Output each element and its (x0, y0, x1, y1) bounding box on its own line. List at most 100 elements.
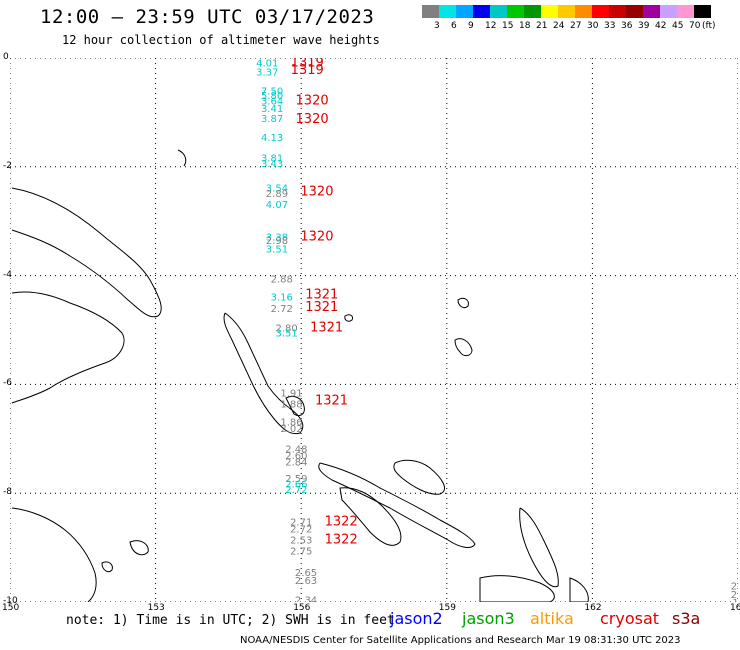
swh-value: 3.64 (261, 96, 283, 107)
map-area: 4.013.37 7.505.803.643.413.87 4.13 3.813.43… (10, 58, 738, 602)
swh-value: 2.72 (290, 525, 312, 536)
swh-value: 2.60 (285, 451, 307, 462)
coastline-malaita (519, 507, 559, 588)
legend-label: 18 (519, 21, 531, 31)
swh-value: 3.43 (261, 159, 283, 170)
swh-value: 3.37 (256, 68, 278, 79)
footer-note: note: 1) Time is in UTC; 2) SWH is in fe… (66, 613, 395, 628)
legend-label: 36 (621, 21, 633, 31)
swh-value: 4.07 (266, 200, 288, 211)
legend-label: 9 (468, 21, 474, 31)
swh-value: 3.38 (266, 232, 288, 243)
swh-value: 2.72 (271, 304, 293, 315)
legend-swatch (524, 5, 541, 18)
coastline-islet-a (457, 297, 469, 309)
coastline-islet-b (454, 338, 473, 357)
swh-value: 2.53 (290, 535, 312, 546)
footer-credit: NOAA/NESDIS Center for Satellite Applica… (240, 635, 681, 646)
swh-value: 3.41 (261, 104, 283, 115)
legend-label: 30 (587, 21, 599, 31)
pass-number: 1320 (300, 184, 333, 199)
x-tick-label: 153 (147, 603, 165, 613)
swh-value: 1.86 (280, 417, 302, 428)
legend-swatch (558, 5, 575, 18)
swh-value: 1.88 (280, 399, 302, 410)
swh-value: 2.98 (266, 236, 288, 247)
coastline-new-britain (11, 291, 125, 404)
pass-number: 1319 (291, 63, 324, 78)
swh-value: 3.51 (266, 244, 288, 255)
pass-number: 1321 (315, 394, 348, 409)
swh-value: 7.50 (261, 87, 283, 98)
swh-value: 2.88 (271, 274, 293, 285)
coastline-new-guinea-tip (11, 507, 97, 602)
pass-number: 1320 (296, 112, 329, 127)
legend-swatch (507, 5, 524, 18)
y-tick-label: -6 (3, 378, 12, 389)
legend-swatch (473, 5, 490, 18)
coastline-makira (569, 577, 589, 602)
y-tick-label: -8 (3, 487, 12, 498)
observation-labels: 4.013.37 7.505.803.643.413.87 4.13 3.813.43… (256, 58, 738, 602)
legend-swatch (609, 5, 626, 18)
coastline-choiseul (318, 462, 476, 548)
pass-number: 1322 (325, 532, 358, 547)
legend-label: 15 (502, 21, 514, 31)
legend-label: 6 (451, 21, 457, 31)
swh-value: 2.84 (285, 458, 307, 469)
satellite-jason2: jason2 (390, 609, 443, 628)
legend-swatch (456, 5, 473, 18)
legend-label: 3 (434, 21, 440, 31)
swh-value-edge: 2. (731, 582, 738, 593)
swh-value: 3.54 (266, 183, 288, 194)
satellite-s3a: s3a (672, 609, 701, 628)
swh-value: 2.59 (285, 474, 307, 485)
coastline (11, 149, 589, 602)
y-tick-label: 0 (3, 52, 9, 62)
swh-value: 2.63 (295, 576, 317, 587)
legend-label: 42 (655, 21, 667, 31)
x-tick-label: 165 (730, 603, 740, 613)
legend-label: 39 (638, 21, 650, 31)
legend-label: 33 (604, 21, 616, 31)
coastline-islet-e (129, 540, 149, 556)
legend-label: 45 (672, 21, 684, 31)
swh-value: 5.80 (261, 91, 283, 102)
coastline-new-georgia (339, 487, 402, 546)
coastline-guadalcanal (479, 575, 555, 602)
swh-value-edge: 2. (731, 590, 738, 601)
satellite-jason3: jason3 (462, 609, 515, 628)
legend-swatch (439, 5, 456, 18)
map-subtitle: 12 hour collection of altimeter wave hei… (62, 33, 380, 47)
swh-value: 2.02 (280, 424, 302, 435)
legend-label: 24 (553, 21, 565, 31)
swh-value: 3.16 (271, 292, 293, 303)
swh-value: 2.66 (285, 479, 307, 490)
map-title: 12:00 — 23:59 UTC 03/17/2023 (40, 6, 375, 28)
y-tick-label: -10 (3, 596, 18, 606)
pass-number: 1321 (310, 320, 343, 335)
coastline-buka (285, 395, 305, 417)
swh-value: 3.51 (276, 329, 298, 340)
legend-swatch (694, 5, 711, 18)
legend-label: 12 (485, 21, 497, 31)
swh-value: 2.75 (290, 546, 312, 557)
legend-swatch (677, 5, 694, 18)
swh-value: 2.80 (276, 323, 298, 334)
swh-value: 2.71 (290, 517, 312, 528)
swh-value: 1.91 (280, 389, 302, 400)
swh-value: 2.65 (295, 568, 317, 579)
pass-number: 1320 (296, 93, 329, 108)
legend-swatch (575, 5, 592, 18)
legend-label: 21 (536, 21, 548, 31)
swh-value: 4.01 (256, 58, 278, 69)
coastline-new-ireland (11, 187, 162, 318)
x-tick-label: 162 (584, 603, 602, 613)
swh-value: 2.48 (285, 445, 307, 456)
legend-swatch (643, 5, 660, 18)
legend-swatch (490, 5, 507, 18)
swh-value: 4.13 (261, 133, 283, 144)
swh-value: 3.81 (261, 154, 283, 165)
satellite-altika: altika (530, 609, 574, 628)
